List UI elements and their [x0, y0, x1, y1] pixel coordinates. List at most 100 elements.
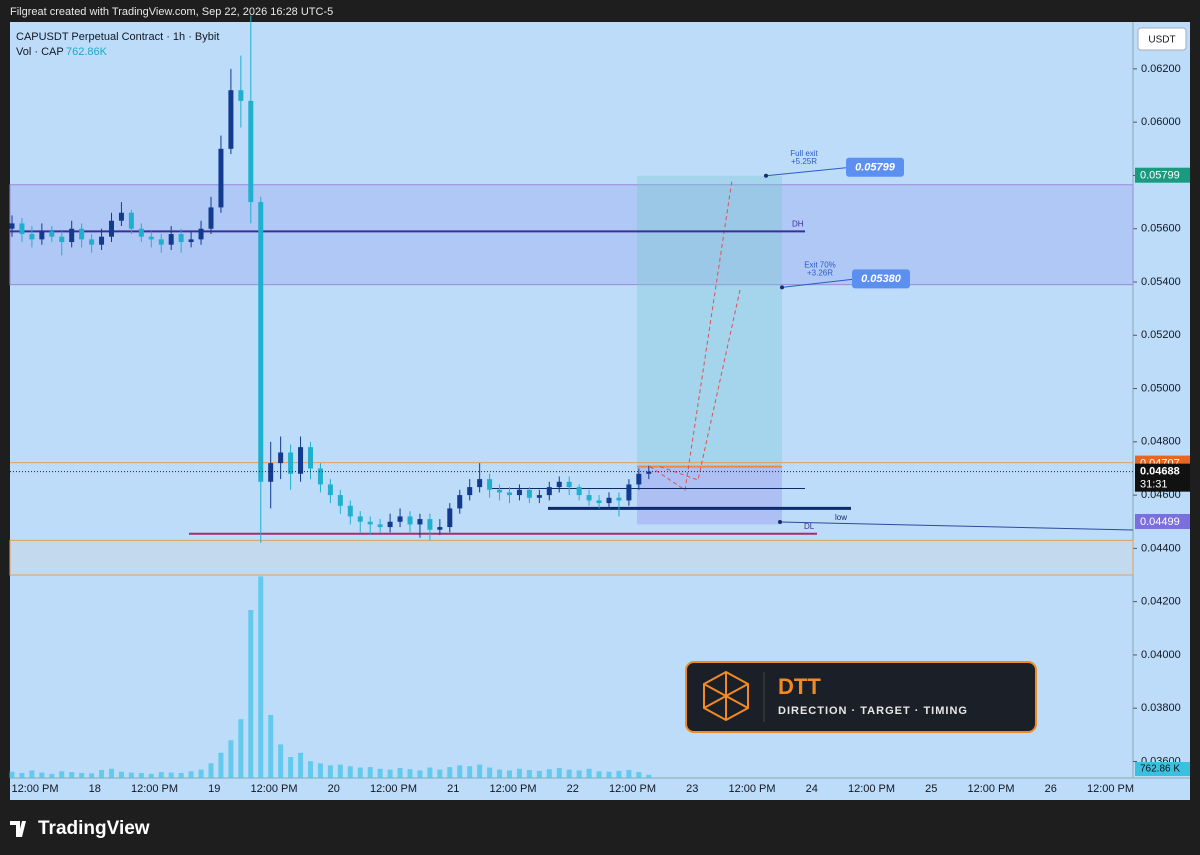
candle-body	[99, 236, 105, 245]
x-tick-label: 12:00 PM	[370, 783, 417, 795]
volume-bar	[447, 767, 453, 778]
volume-bar	[178, 772, 184, 778]
target-dot	[780, 285, 784, 290]
volume-bar	[377, 768, 383, 778]
candle-body	[89, 239, 95, 245]
volume-axis-label: 762.86 K	[1140, 764, 1180, 775]
candle-body	[487, 479, 493, 490]
candle-body	[288, 452, 294, 474]
candle-body	[198, 228, 204, 240]
candle-body	[138, 228, 144, 237]
volume-bar	[327, 765, 333, 778]
volume-bar	[586, 768, 592, 778]
volume-bar	[477, 764, 483, 778]
volume-bar	[407, 769, 413, 778]
arrow	[649, 179, 733, 491]
level-line	[779, 521, 1134, 531]
candle-body	[516, 489, 522, 496]
volume-bar	[337, 764, 343, 778]
volume-bar	[497, 769, 503, 778]
x-tick-label: 20	[328, 783, 340, 795]
candle-body	[278, 452, 284, 464]
y-tick-label: 0.05200	[1141, 329, 1181, 341]
candle-body	[367, 521, 373, 525]
badge-title: DTT	[778, 674, 821, 699]
volume-bar	[248, 610, 254, 778]
target-note: Full exit	[790, 149, 818, 158]
badge-subtitle: DIRECTION · TARGET · TIMING	[778, 705, 968, 717]
volume-bar	[536, 770, 542, 778]
volume-value: 762.86K	[66, 46, 108, 58]
candle-body	[646, 471, 652, 474]
volume-bar	[278, 744, 284, 778]
stop-area	[637, 466, 782, 525]
volume-bar	[168, 772, 174, 778]
x-tick-label: 12:00 PM	[489, 783, 536, 795]
y-tick-label: 0.04600	[1141, 489, 1181, 501]
volume-bar	[367, 767, 373, 778]
volume-bar	[606, 771, 612, 778]
candle-body	[298, 447, 304, 474]
volume-bar	[457, 765, 463, 778]
target-line	[781, 278, 853, 288]
target-note: Exit 70%	[804, 260, 836, 269]
x-tick-label: 26	[1045, 783, 1057, 795]
badge-box	[685, 661, 1037, 733]
candle-body	[268, 463, 274, 482]
candle-body	[128, 212, 134, 229]
volume-bar	[188, 771, 194, 778]
arrow	[659, 289, 741, 481]
candle-body	[437, 527, 443, 530]
candle-body	[238, 90, 244, 101]
price-label-box	[1135, 167, 1190, 183]
x-tick-label: 12:00 PM	[250, 783, 297, 795]
volume-bar	[59, 771, 65, 778]
volume-legend: Vol · CAP	[16, 46, 64, 58]
candle-body	[626, 484, 632, 501]
candle-body	[566, 481, 572, 488]
price-label: 0.04499	[1140, 516, 1180, 528]
volume-bar	[138, 772, 144, 778]
x-tick-label: 12:00 PM	[609, 783, 656, 795]
candle-body	[49, 231, 55, 237]
candle-body	[507, 492, 512, 496]
y-tick-label: 0.06200	[1141, 63, 1181, 75]
candle-body	[59, 236, 65, 243]
target-dot	[764, 173, 768, 178]
volume-bar	[427, 767, 433, 778]
target-value: 0.05380	[861, 273, 902, 285]
level-label: DH	[792, 219, 804, 228]
y-tick-label: 0.04400	[1141, 542, 1181, 554]
volume-bar	[387, 769, 393, 778]
x-tick-label: 18	[89, 783, 101, 795]
candle-body	[586, 495, 592, 501]
price-label-box	[1135, 762, 1190, 776]
price-label: 0.04688	[1140, 466, 1180, 478]
price-label: 0.05799	[1140, 170, 1180, 182]
price-label-box	[1135, 463, 1190, 492]
volume-bar	[487, 767, 493, 778]
candle-body	[118, 212, 124, 221]
candle-body	[497, 489, 503, 493]
candle-body	[79, 228, 85, 240]
candle-body	[447, 508, 453, 528]
volume-bar	[288, 757, 294, 778]
volume-bar	[258, 576, 264, 778]
currency: USDT	[1148, 35, 1175, 46]
volume-bar	[148, 773, 154, 778]
volume-bar	[109, 768, 114, 778]
candle-body	[19, 223, 25, 235]
currency-box	[1137, 27, 1187, 51]
x-tick-label: 19	[208, 783, 220, 795]
target-r: +5.25R	[791, 157, 817, 166]
candle-body	[576, 487, 582, 496]
volume-bar	[467, 766, 473, 778]
candle-body	[407, 516, 413, 525]
candle-body	[218, 148, 224, 208]
candle-body	[536, 495, 542, 498]
candle-body	[109, 220, 114, 237]
volume-bar	[208, 763, 214, 778]
candle-body	[39, 231, 45, 240]
candle-body	[258, 202, 264, 482]
